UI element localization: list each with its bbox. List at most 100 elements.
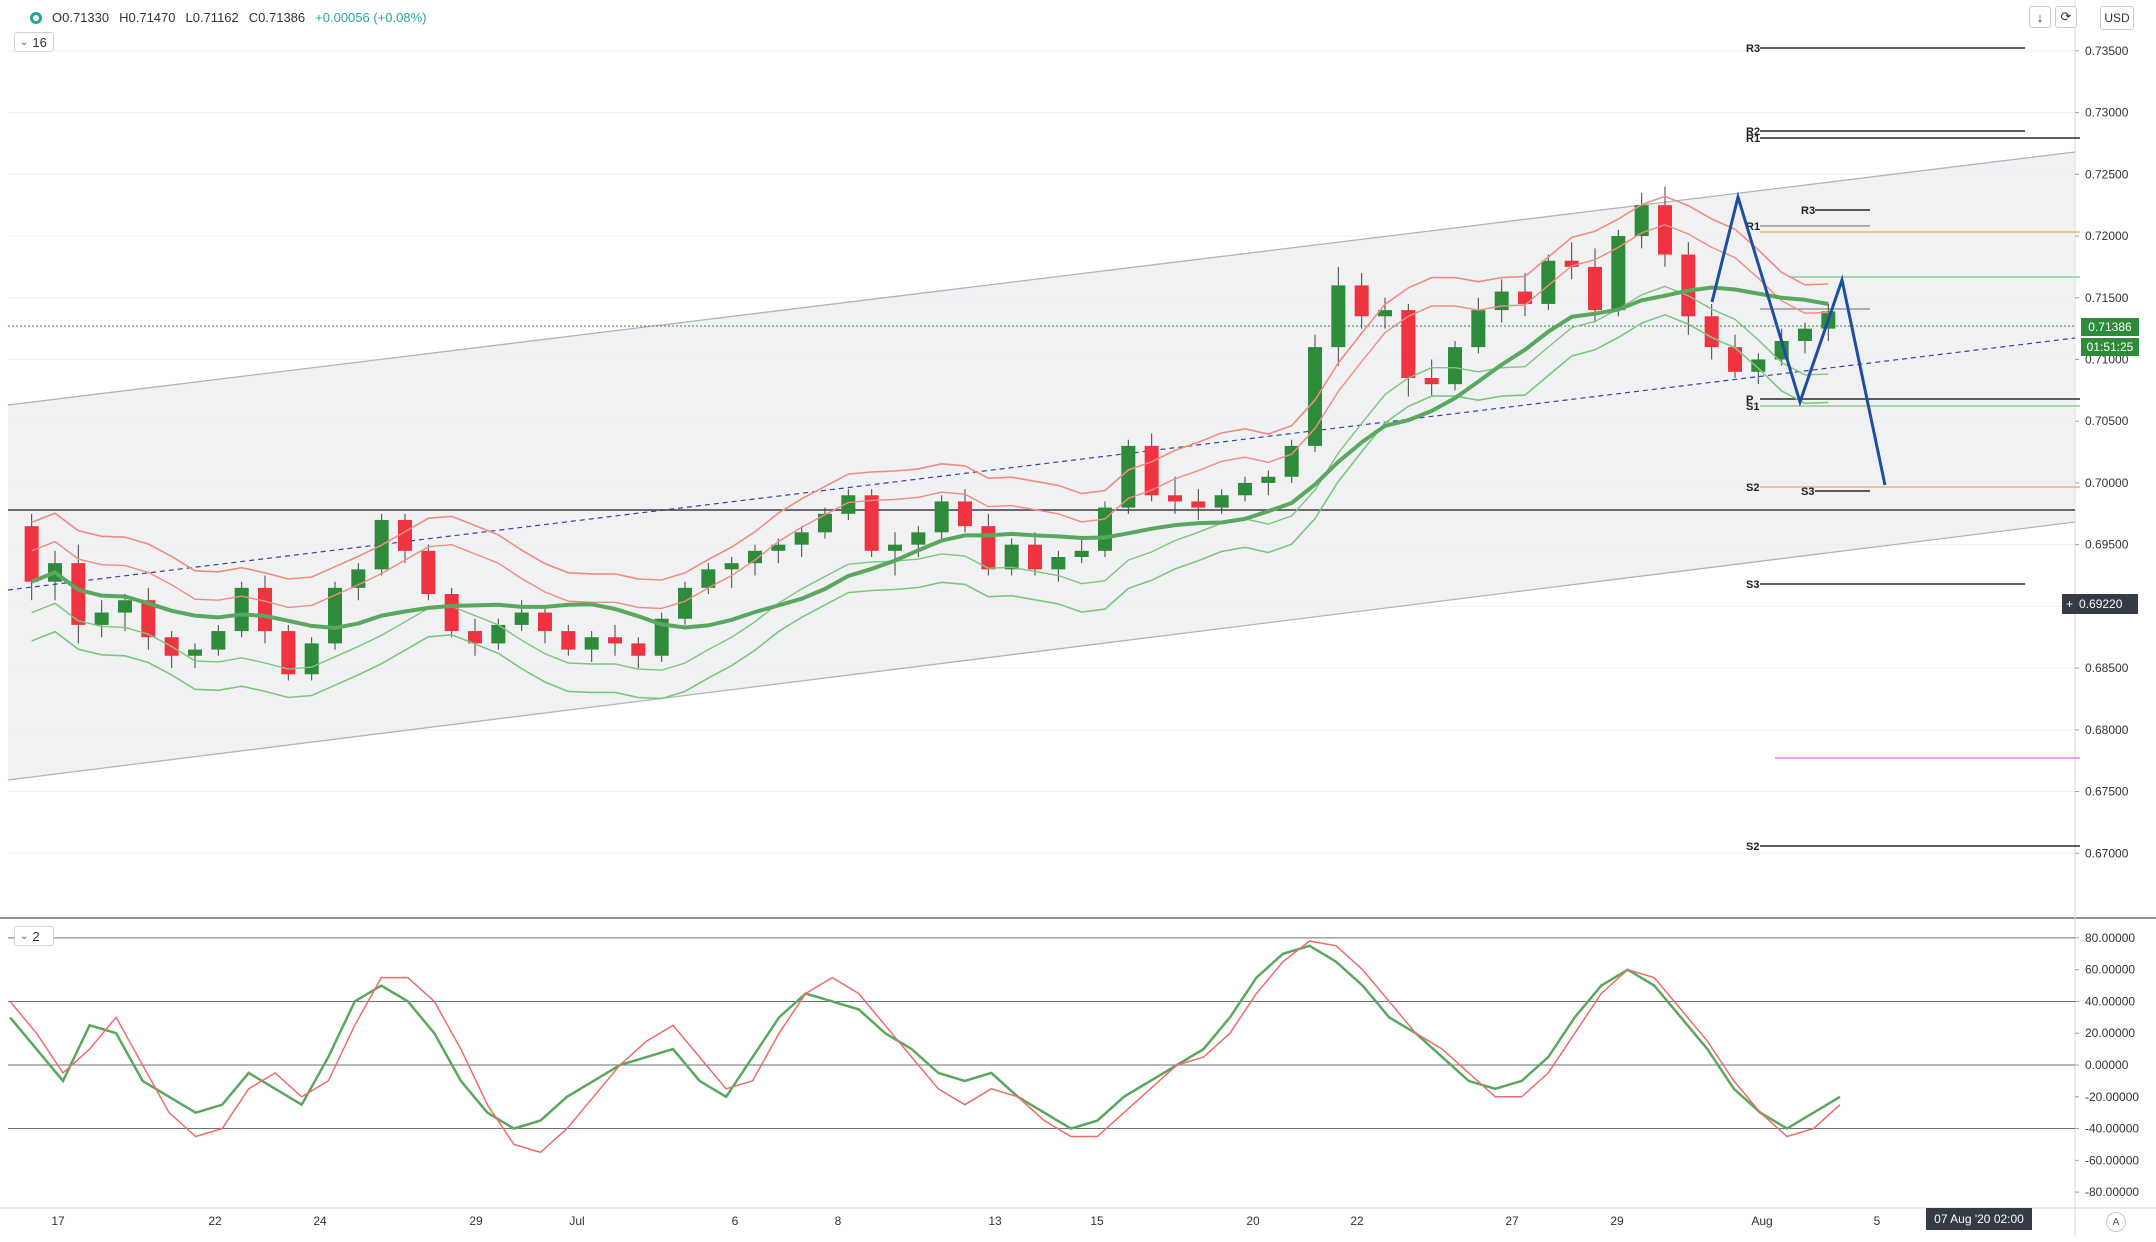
low-value: L0.71162 — [185, 10, 239, 25]
bull-candle — [584, 637, 599, 650]
bear-candle — [1191, 501, 1206, 508]
main-pane-legend-toggle[interactable]: ⌄ 16 — [14, 32, 54, 52]
price-tick-label: 0.68500 — [2085, 661, 2129, 675]
bull-candle — [1378, 310, 1392, 317]
bear-candle — [1144, 445, 1159, 496]
chevron-down-icon: ⌄ — [20, 36, 29, 48]
bear-candle — [1518, 291, 1532, 304]
bull-candle — [934, 501, 949, 533]
price-tick-label: 0.67000 — [2085, 846, 2129, 860]
bull-candle — [211, 631, 226, 650]
ohlc-header: O0.71330 H0.71470 L0.71162 C0.71386 +0.0… — [30, 10, 426, 25]
bull-candle — [1448, 347, 1462, 385]
time-tick-label: 27 — [1505, 1214, 1519, 1228]
plus-icon: + — [2066, 597, 2074, 611]
bear-candle — [444, 594, 459, 632]
main-legend-count: 16 — [32, 34, 47, 50]
bear-candle — [538, 612, 552, 632]
bear-candle — [1564, 260, 1579, 267]
osc-tick-label: 20.00000 — [2085, 1026, 2135, 1040]
bear-candle — [141, 600, 156, 638]
bear-candle — [1681, 254, 1696, 317]
bull-candle — [841, 495, 856, 514]
pivot-label: R1 — [1746, 133, 1760, 145]
lower-band-inner — [31, 285, 1829, 671]
open-value: O0.71330 — [52, 10, 110, 25]
price-tick-label: 0.69500 — [2085, 538, 2129, 552]
bear-candle — [631, 643, 646, 656]
bull-candle — [678, 587, 692, 619]
bull-candle — [328, 587, 342, 644]
bull-candle — [724, 563, 739, 570]
bear-candle — [1658, 205, 1672, 255]
bull-candle — [1284, 445, 1299, 477]
pivot-label: R3 — [1801, 205, 1815, 217]
channel-upper-line — [7, 151, 2076, 406]
bull-candle — [1798, 328, 1812, 341]
bear-candle — [1168, 495, 1182, 502]
time-tick-label: Aug — [1751, 1214, 1772, 1228]
bull-candle — [888, 544, 902, 551]
arrow-down-icon: ↓ — [2036, 9, 2044, 25]
price-tick-label: 0.70000 — [2085, 476, 2129, 490]
bear-candle — [958, 501, 972, 527]
bull-candle — [491, 624, 506, 644]
bear-candle — [981, 526, 996, 570]
bull-candle — [1004, 544, 1019, 570]
pivot-label: S3 — [1746, 579, 1759, 591]
upper-band-outer — [31, 195, 1829, 581]
bear-candle — [1728, 347, 1742, 372]
time-tick-label: 29 — [469, 1214, 483, 1228]
bull-candle — [118, 600, 132, 613]
oscillator-series-line — [9, 944, 1841, 1131]
price-tick-label: 0.72500 — [2085, 167, 2129, 181]
osc-tick-label: -80.00000 — [2085, 1185, 2139, 1199]
time-tick-label: 5 — [1874, 1214, 1881, 1228]
time-tick-label: 8 — [835, 1214, 842, 1228]
time-tick-label: 24 — [313, 1214, 327, 1228]
time-tick-label: 15 — [1090, 1214, 1104, 1228]
bear-candle — [1401, 310, 1416, 378]
time-tick-label: 29 — [1610, 1214, 1624, 1228]
scroll-down-button[interactable]: ↓ — [2029, 6, 2051, 28]
channel-lower-line — [7, 521, 2076, 781]
osc-tick-label: -20.00000 — [2085, 1090, 2139, 1104]
currency-button[interactable]: USD — [2100, 6, 2134, 30]
bull-candle — [1238, 482, 1252, 496]
bull-candle — [1634, 205, 1649, 237]
bear-candle — [561, 631, 576, 650]
symbol-status-icon — [30, 11, 42, 24]
time-tick-label: 17 — [51, 1214, 65, 1228]
last-price-tag: 0.71386 — [2081, 318, 2139, 336]
crosshair-price-tag: + 0.69220 — [2062, 594, 2138, 614]
pivot-label: S2 — [1746, 841, 1759, 853]
upper-band-inner — [31, 223, 1829, 610]
auto-scale-button[interactable]: A — [2106, 1212, 2126, 1232]
bear-candle — [421, 550, 436, 595]
bear-candle — [608, 637, 622, 644]
bear-candle — [258, 587, 272, 632]
bull-candle — [1541, 260, 1556, 304]
price-tick-label: 0.70500 — [2085, 414, 2129, 428]
moving-average-line — [30, 285, 1829, 631]
bear-candle — [281, 631, 296, 675]
time-tick-label: 13 — [988, 1214, 1002, 1228]
pivot-label: R3 — [1746, 43, 1760, 55]
bull-candle — [1098, 507, 1112, 551]
bear-candle — [398, 519, 412, 551]
crosshair-date-tag: 07 Aug '20 02:00 — [1926, 1208, 2032, 1230]
osc-legend-count: 2 — [32, 928, 40, 944]
change-value: +0.00056 (+0.08%) — [315, 10, 427, 25]
bull-candle — [794, 532, 809, 545]
time-tick-label: 6 — [732, 1214, 739, 1228]
bull-candle — [701, 569, 716, 588]
bull-candle — [1308, 347, 1322, 446]
oscillator-legend-toggle[interactable]: ⌄ 2 — [14, 926, 54, 946]
bull-candle — [1331, 285, 1346, 348]
price-tick-label: 0.72000 — [2085, 229, 2129, 243]
osc-tick-label: -40.00000 — [2085, 1122, 2139, 1136]
bull-candle — [1471, 310, 1486, 348]
refresh-button[interactable]: ⟳ — [2055, 6, 2077, 28]
